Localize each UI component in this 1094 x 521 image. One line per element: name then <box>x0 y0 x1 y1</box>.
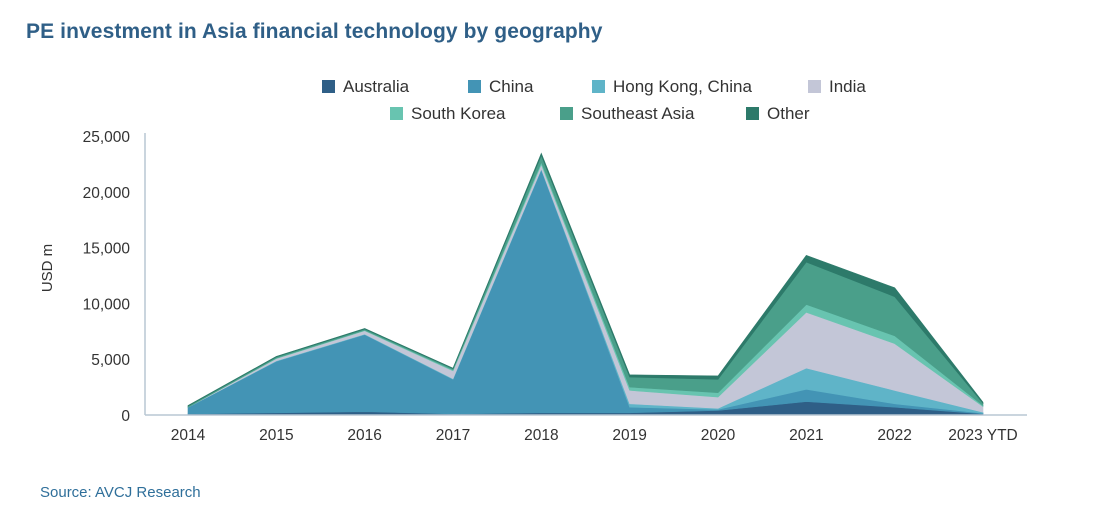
y-tick-label: 5,000 <box>91 352 130 369</box>
area-series-group <box>187 152 984 416</box>
legend-label-southeast-asia: Southeast Asia <box>581 104 695 123</box>
legend-label-south-korea: South Korea <box>411 104 506 123</box>
y-axis-label: USD m <box>39 244 56 292</box>
legend-label-hong-kong-china: Hong Kong, China <box>613 77 752 96</box>
y-tick-labels: 0 5,000 10,000 15,000 20,000 25,000 <box>83 129 131 425</box>
x-tick-label: 2016 <box>347 427 381 444</box>
x-tick-label: 2021 <box>789 427 823 444</box>
x-tick-label: 2020 <box>701 427 736 444</box>
x-tick-label: 2019 <box>612 427 646 444</box>
x-tick-label: 2014 <box>171 427 206 444</box>
legend-swatch-china <box>468 80 481 93</box>
legend: Australia China Hong Kong, China India South… <box>322 77 866 123</box>
legend-label-china: China <box>489 77 534 96</box>
legend-label-australia: Australia <box>343 77 410 96</box>
y-tick-label: 0 <box>121 408 130 425</box>
x-tick-label: 2015 <box>259 427 293 444</box>
chart-title: PE investment in Asia financial technolo… <box>26 20 603 43</box>
x-tick-label: 2018 <box>524 427 558 444</box>
x-tick-label: 2023 YTD <box>948 427 1018 444</box>
source-note: Source: AVCJ Research <box>40 484 201 501</box>
legend-swatch-australia <box>322 80 335 93</box>
area-series-other <box>187 152 984 407</box>
y-tick-label: 20,000 <box>83 185 131 202</box>
x-tick-labels: 2014 2015 2016 2017 2018 2019 2020 2021 2022 2023… <box>171 427 1018 444</box>
y-tick-label: 10,000 <box>83 296 131 313</box>
x-tick-label: 2022 <box>877 427 911 444</box>
legend-swatch-other <box>746 107 759 120</box>
y-tick-label: 25,000 <box>83 129 131 146</box>
legend-swatch-south-korea <box>390 107 403 120</box>
legend-swatch-india <box>808 80 821 93</box>
x-tick-label: 2017 <box>436 427 470 444</box>
legend-label-other: Other <box>767 104 810 123</box>
legend-swatch-southeast-asia <box>560 107 573 120</box>
legend-label-india: India <box>829 77 866 96</box>
legend-swatch-hong-kong-china <box>592 80 605 93</box>
axes <box>144 133 1027 416</box>
y-tick-label: 15,000 <box>83 241 131 258</box>
